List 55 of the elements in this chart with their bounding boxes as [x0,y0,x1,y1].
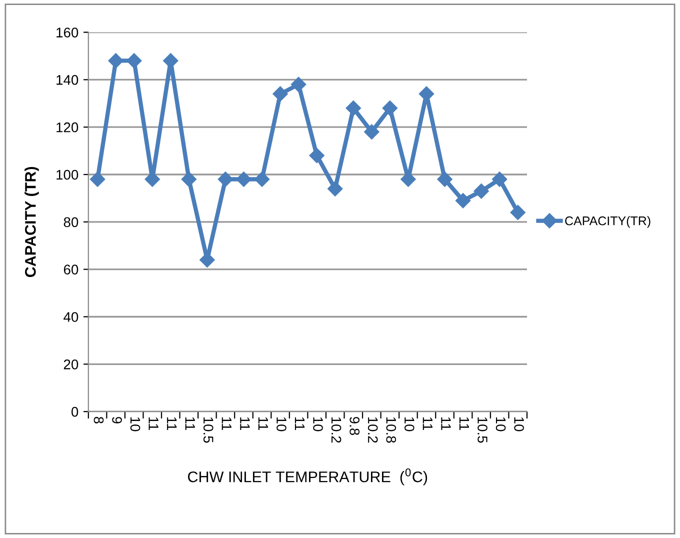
point [455,193,471,208]
point [254,172,270,187]
point [437,172,452,187]
x-tick-label: 10.8 [386,417,396,443]
x-tick-label: 10 [496,417,506,432]
point [346,100,361,116]
y-tick-label: 100 [56,170,78,180]
x-tick-label: 10 [404,417,414,432]
y-tick-label: 60 [64,264,78,275]
y-tick-label: 20 [64,359,78,370]
point [492,172,508,187]
x-tick-label: 10 [313,417,323,432]
x-tick-label: 10 [514,417,524,432]
y-tick-label: 140 [56,75,78,85]
x-tick-label: 11 [459,417,469,430]
y-axis-title: CAPACITY (TR) [24,166,39,278]
x-tick-label: 10.2 [331,417,342,443]
point [309,148,324,164]
point [90,172,106,187]
point [218,172,234,187]
point [290,76,306,92]
x-tick-label: 9 [112,416,122,424]
x-tick-label: 10 [130,417,140,432]
y-tick-label: 40 [64,312,78,322]
x-tick-label: 11 [441,417,451,430]
point [181,172,196,187]
y-tick-label: 0 [71,406,78,417]
point [510,204,526,220]
x-tick-label: 11 [222,417,232,430]
x-tick-label: 10.5 [478,417,488,443]
point [272,86,288,102]
point [126,53,142,68]
point [364,124,380,140]
x-tick-label: 8 [94,416,104,424]
x-tick-label: 10.5 [203,417,214,443]
point [108,53,124,68]
point [474,184,489,199]
x-tick-label: 11 [148,417,158,430]
point [328,181,343,196]
y-tick-label: 120 [56,122,78,132]
y-tick-label: 160 [56,28,78,38]
x-tick-label: 9.8 [350,416,360,435]
x-axis-title: CHW INLET TEMPERATURE ($^{0}$C) [188,468,428,486]
x-tick-label: 11 [258,417,268,430]
point [382,100,398,116]
x-tick-label: 10.2 [368,417,378,443]
x-tick-label: 11 [167,417,177,430]
x-tick-label: 11 [185,417,195,430]
x-tick-label: 11 [422,417,432,430]
y-tick-label: 80 [64,217,78,228]
legend-label: CAPACITY(TR) [565,216,650,228]
x-tick-label: 10 [276,417,286,432]
x-tick-label: 11 [240,417,250,430]
point [236,172,252,187]
x-tick-label: 11 [294,417,305,430]
